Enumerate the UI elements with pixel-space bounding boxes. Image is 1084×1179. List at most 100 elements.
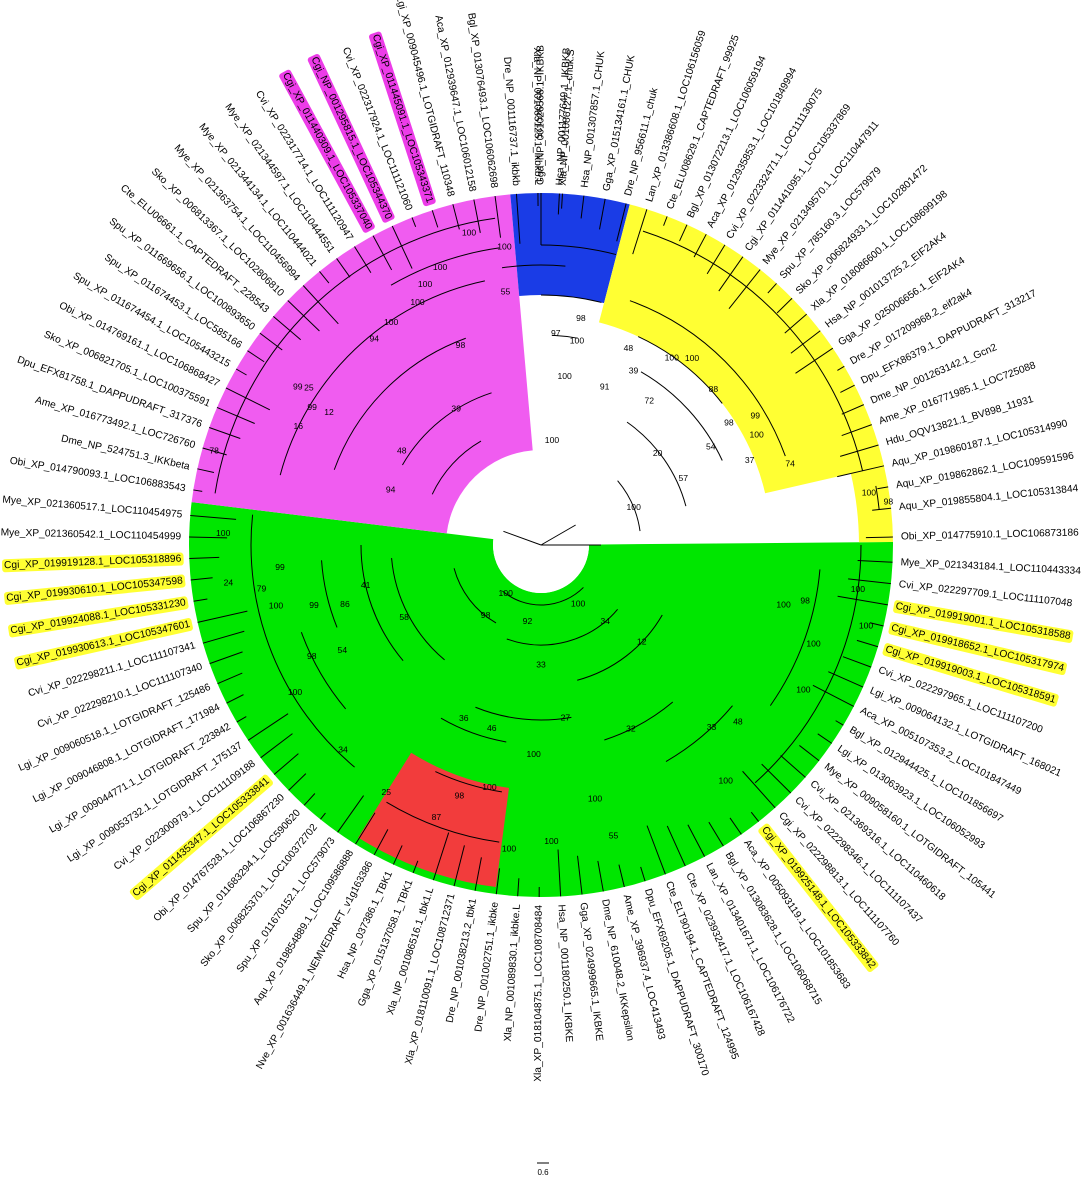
internal-branch-arc: [540, 294, 602, 303]
leaf-branch: [411, 217, 417, 227]
leaf-branch: [848, 578, 891, 585]
leaf-branch: [776, 297, 793, 314]
bootstrap-value: 72: [645, 396, 655, 406]
bootstrap-value: 100: [410, 297, 425, 307]
leaf-branch: [202, 630, 245, 644]
leaf-branch: [337, 795, 365, 833]
internal-branch-arc: [279, 280, 485, 476]
leaf-branch: [799, 745, 820, 762]
internal-branch-arc: [577, 614, 663, 681]
leaf-label-group: Dre_NP_001116737.1_ikbkb: [501, 56, 521, 186]
bootstrap-value: 100: [384, 317, 399, 327]
bootstrap-value: 39: [629, 365, 639, 375]
leaf-branch: [599, 198, 606, 230]
leaf-label: Aqu_XP_019855804.1_LOC105313844: [898, 483, 1079, 513]
bootstrap-value: 48: [733, 717, 743, 727]
bootstrap-value: 100: [544, 836, 559, 846]
bootstrap-value: 98: [884, 497, 894, 507]
blue-clade-sector: [510, 193, 630, 304]
internal-branch-arc: [214, 217, 496, 494]
bootstrap-value: 100: [269, 600, 284, 610]
bootstrap-value: 99: [293, 381, 303, 391]
bootstrap-value: 100: [796, 685, 811, 695]
leaf-label-highlight: [279, 69, 375, 233]
leaf-branch: [856, 639, 879, 648]
leaf-branch: [495, 868, 501, 895]
leaf-branch: [190, 577, 213, 581]
leaf-label: Gga_XP_024999665.1_IKBKE: [577, 902, 604, 1042]
leaf-branch: [561, 193, 563, 209]
leaf-branch: [288, 773, 307, 791]
leaf-branch: [837, 595, 888, 606]
leaf-label: Mye_XP_021360517.1_LOC110454975: [2, 494, 183, 520]
internal-branch-arc: [640, 371, 723, 461]
leaf-branch: [616, 203, 627, 242]
internal-branch-arc: [769, 569, 821, 706]
leaf-label: Xla_NP_001085125.1_ikbkb.L: [531, 47, 543, 185]
leaf-branch: [663, 216, 668, 226]
bootstrap-value: 16: [294, 421, 304, 431]
scale-bar-label: 0.6: [537, 1168, 549, 1177]
leaf-label: Obi_XP_014775910.1_LOC106873186: [901, 527, 1079, 542]
internal-branch-arc: [300, 632, 347, 710]
leaf-branch: [391, 225, 413, 269]
leaf-branch: [216, 407, 255, 424]
leaf-branch: [841, 424, 872, 437]
bootstrap-value: 34: [600, 616, 610, 626]
leaf-label-group: Xla_NP_001085125.1_ikbkb.L: [531, 47, 543, 185]
leaf-branch: [431, 210, 439, 228]
leaf-branch: [260, 733, 293, 759]
leaf-branch: [841, 404, 865, 415]
leaf-branch: [202, 447, 227, 456]
leaf-label: Gga_NP_001026568.1_IKBKB: [536, 45, 547, 185]
leaf-branch: [728, 269, 761, 309]
leaf-branch: [515, 193, 521, 244]
bootstrap-value: 100: [665, 352, 680, 362]
internal-branch-arc: [875, 485, 880, 510]
internal-branch-arc: [390, 247, 500, 286]
bootstrap-value: 100: [557, 371, 572, 381]
leaf-label-group: Hsa_NP_001307857.1_CHUK: [580, 50, 608, 188]
leaf-branch: [795, 347, 834, 374]
bootstrap-value: 98: [576, 313, 586, 323]
leaf-label-group: Hsa_NP_001180250.1_IKBKE: [555, 904, 574, 1043]
bootstrap-value: 87: [432, 812, 442, 822]
leaf-label-group: Aqu_XP_019855804.1_LOC105313844: [898, 483, 1079, 513]
leaf-label-group: Cvi_XP_022297709.1_LOC111107048: [898, 579, 1073, 609]
leaf-branch: [742, 770, 776, 809]
bootstrap-value: 98: [481, 610, 491, 620]
leaf-label: Xla_XP_018110091.1_LOC108712371: [403, 892, 457, 1066]
leaf-branch: [236, 716, 247, 723]
leaf-branch: [837, 465, 885, 478]
bootstrap-value: 99: [275, 562, 285, 572]
leaf-branch: [577, 855, 583, 895]
bootstrap-value: 100: [806, 638, 821, 648]
bootstrap-value: 32: [626, 724, 636, 734]
internal-branch-arc: [665, 705, 733, 762]
internal-branch-arc: [626, 421, 687, 507]
leaf-branch: [708, 821, 724, 847]
bootstrap-value: 98: [455, 790, 465, 800]
leaf-branch: [790, 330, 821, 354]
leaf-branch: [197, 468, 215, 473]
scale-bar: 0.6: [537, 1162, 549, 1177]
leaf-branch: [336, 258, 351, 278]
bootstrap-value: 100: [859, 620, 874, 630]
bootstrap-value: 100: [588, 794, 603, 804]
internal-branch-arc: [754, 544, 862, 784]
leaf-branch: [857, 559, 893, 563]
bootstrap-value: 24: [224, 578, 234, 588]
internal-branch-arc: [551, 334, 578, 339]
leaf-branch: [259, 332, 283, 351]
bootstrap-value: 100: [502, 844, 517, 854]
leaf-branch: [780, 755, 806, 778]
leaf-label: Cvi_XP_022297709.1_LOC111107048: [898, 579, 1073, 609]
bootstrap-value: 88: [709, 384, 719, 394]
leaf-branch: [840, 444, 879, 457]
bootstrap-value: 86: [340, 599, 350, 609]
bootstrap-value: 48: [624, 343, 634, 353]
bootstrap-value: 25: [381, 787, 391, 797]
bootstrap-value: 100: [749, 429, 764, 439]
bootstrap-value: 100: [719, 776, 734, 786]
